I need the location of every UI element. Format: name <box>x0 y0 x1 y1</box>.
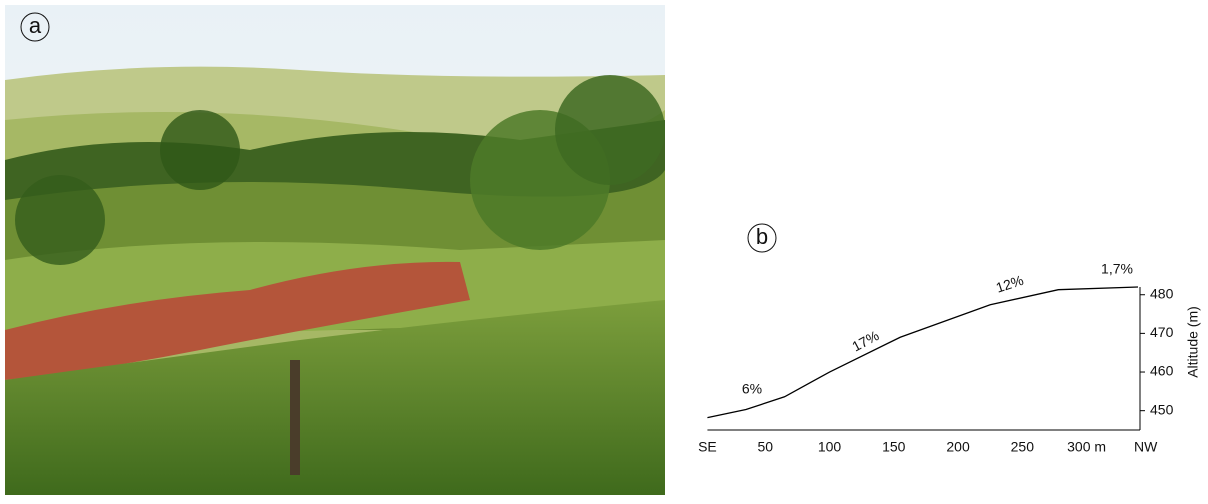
x-tick-label: 200 <box>946 439 970 455</box>
panel-label: a <box>29 13 42 38</box>
figure: a b Altitude (m) SE 50 100 150 200 250 300 m NW… <box>0 0 1208 499</box>
x-tick-label: SE <box>698 439 717 455</box>
x-tick-label: 50 <box>757 439 773 455</box>
slope-annotation: 12% <box>994 272 1026 296</box>
profile-line <box>707 287 1138 418</box>
slope-annotation: 17% <box>849 327 881 354</box>
x-tick-label: 100 <box>818 439 842 455</box>
y-tick-label: 470 <box>1150 324 1174 340</box>
y-axis-label: Altitude (m) <box>1185 306 1201 378</box>
y-tick-label: 480 <box>1150 285 1174 301</box>
slope-annotation: 1,7% <box>1101 261 1133 277</box>
photo <box>5 5 665 495</box>
panel-label: b <box>756 224 768 249</box>
page: {"panels": ["a", "b"], "chart_data": {"t… <box>0 0 1208 504</box>
x-tick-label: 300 m <box>1067 439 1106 455</box>
x-tick-label: 150 <box>882 439 906 455</box>
y-tick-label: 460 <box>1150 363 1174 379</box>
x-tick-label: 250 <box>1011 439 1035 455</box>
x-tick-label: NW <box>1134 439 1158 455</box>
y-tick-label: 450 <box>1150 401 1174 417</box>
slope-annotation: 6% <box>742 381 762 397</box>
